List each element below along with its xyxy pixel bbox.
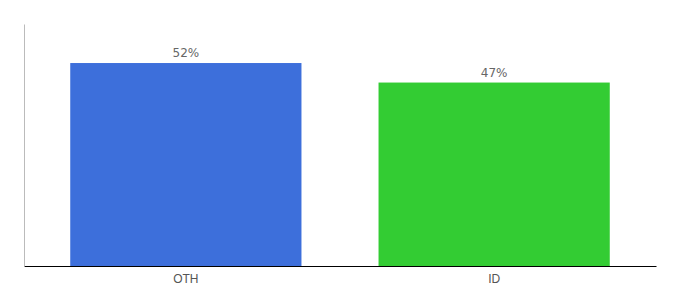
bars bbox=[70, 63, 610, 266]
y-axis bbox=[24, 25, 25, 267]
plot: OTH ID 52% 47% bbox=[25, 25, 657, 286]
bar bbox=[70, 63, 301, 266]
x-tick: OTH bbox=[173, 272, 198, 286]
x-tick-label: ID bbox=[488, 272, 500, 286]
data-labels: 52% 47% bbox=[173, 46, 508, 80]
data-label: 52% bbox=[173, 46, 200, 60]
x-axis: OTH ID bbox=[25, 267, 657, 286]
y-axis-line bbox=[24, 25, 25, 267]
bar bbox=[379, 83, 610, 266]
x-tick: ID bbox=[488, 272, 500, 286]
x-axis-line bbox=[25, 266, 657, 267]
data-label: 47% bbox=[481, 66, 508, 80]
x-tick-label: OTH bbox=[173, 272, 198, 286]
chart: OTH ID 52% 47% bbox=[0, 0, 680, 300]
